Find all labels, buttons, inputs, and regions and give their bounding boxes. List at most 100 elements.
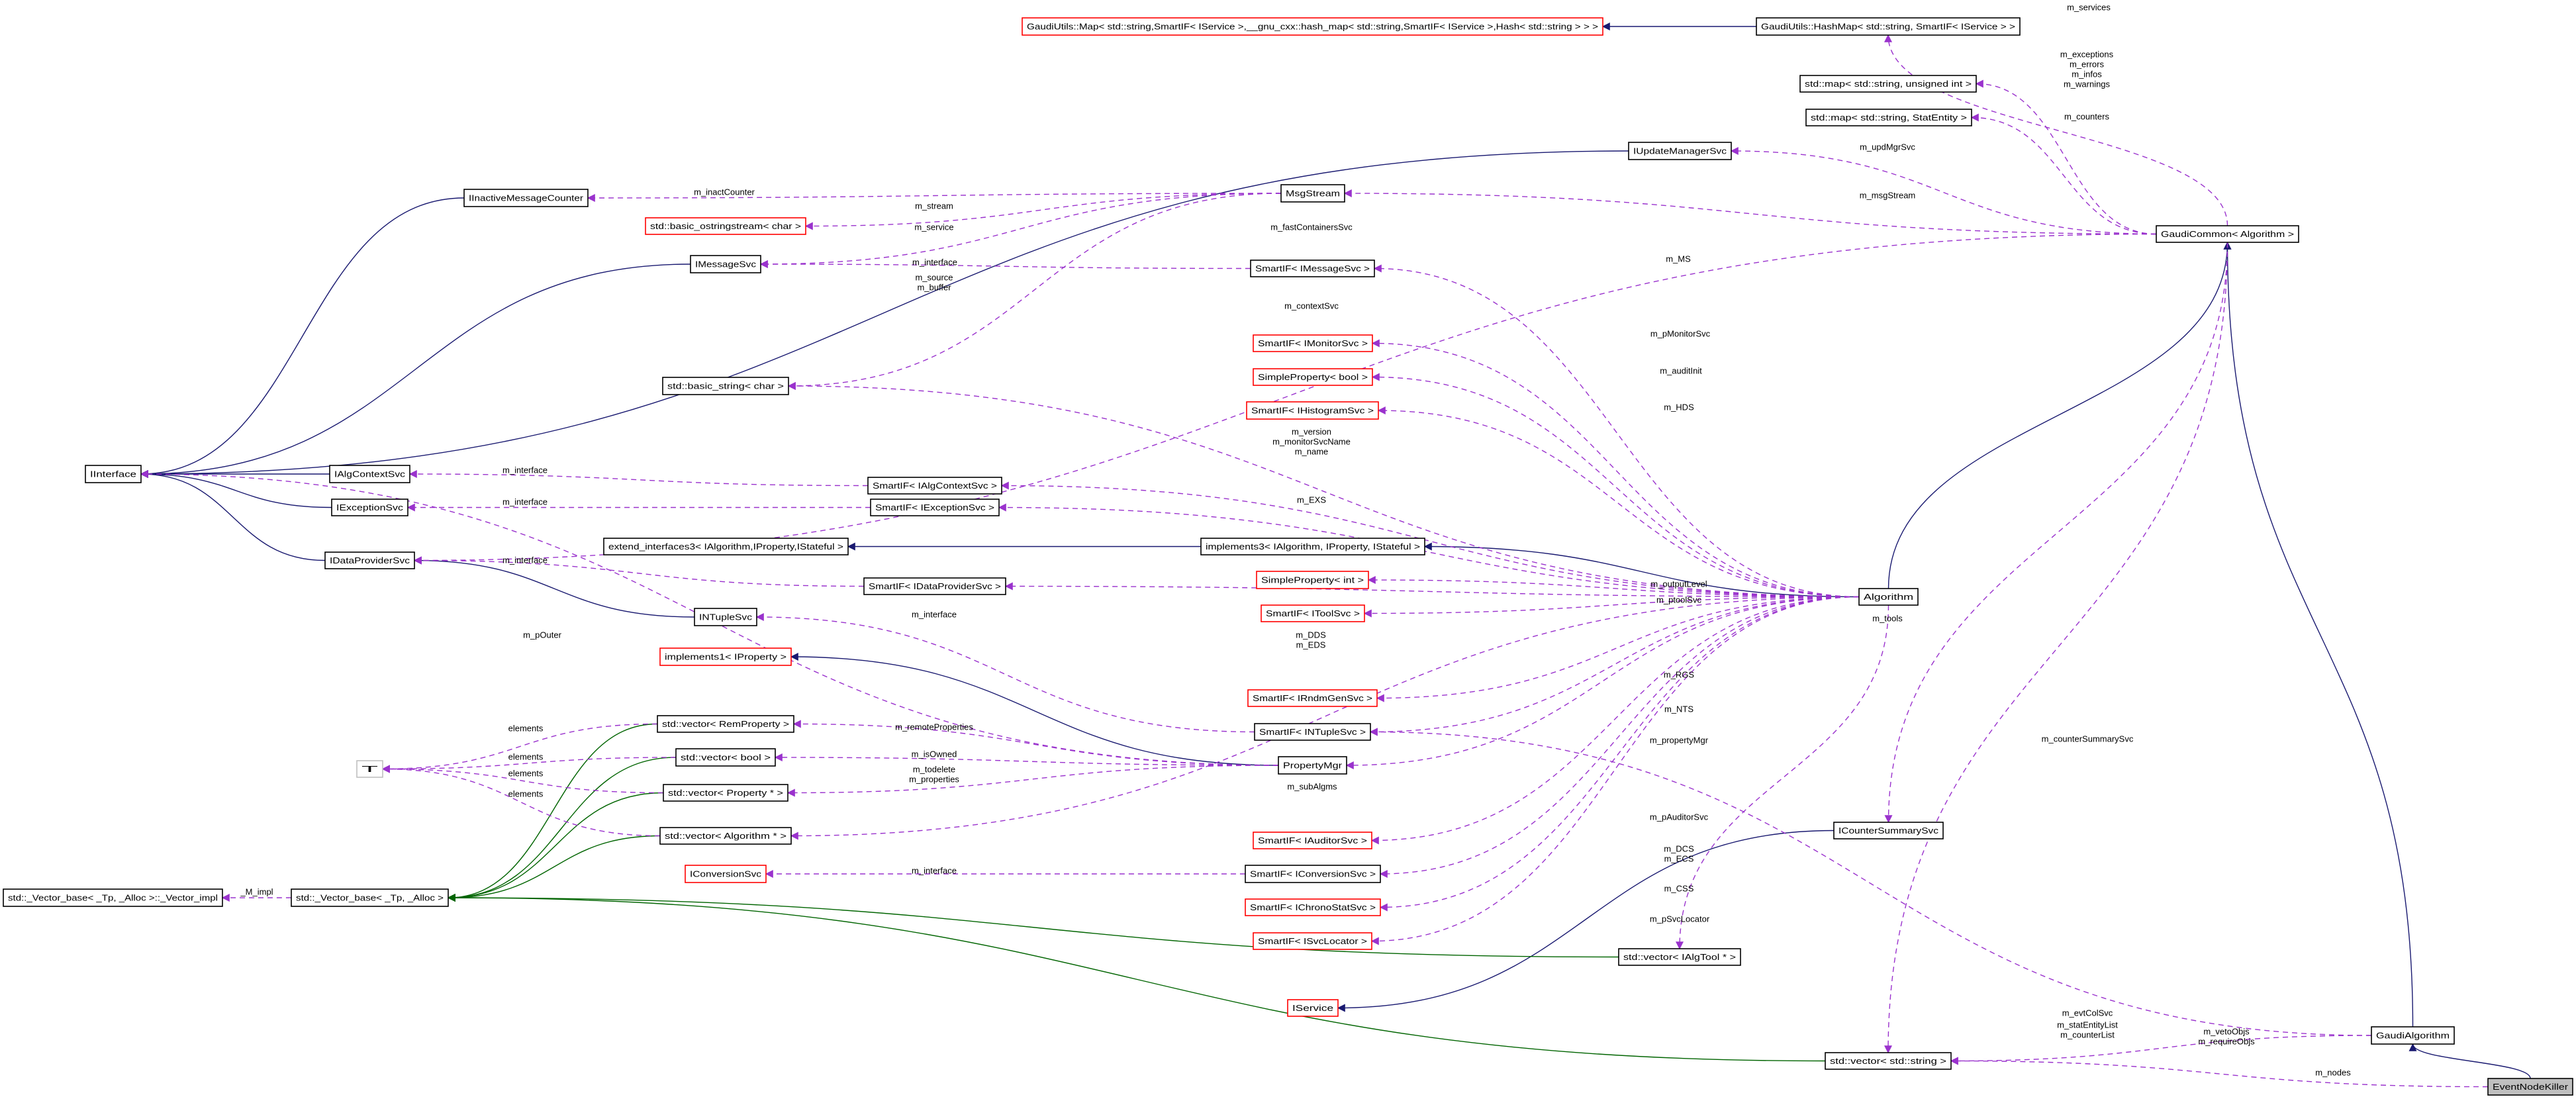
node-SIMsg[interactable]: SmartIF< IMessageSvc > [1250,260,1375,277]
node-IDPS[interactable]: IDataProviderSvc [324,551,415,569]
node-IMsg[interactable]: IMessageSvc [690,255,761,273]
usage-edge-GC-to-MsgStream [1343,189,2157,235]
node-SIMon[interactable]: SmartIF< IMonitorSvc > [1253,334,1373,352]
node-box [659,827,792,845]
edge-label: m_services [2067,2,2111,12]
node-vProp[interactable]: std::vector< Property * > [663,784,788,802]
node-INTuple[interactable]: INTupleSvc [694,608,757,626]
usage-edge-GC-to-mapSE [1970,113,2157,235]
node-vBool[interactable]: std::vector< bool > [675,748,776,767]
usage-edge-Alg-to-PropMgr [1345,596,1860,769]
node-Vbase[interactable]: std::_Vector_base< _Tp, _Alloc > [291,888,449,907]
node-label: std::map< std::string, unsigned int > [1805,79,1972,89]
node-box [1278,756,1347,775]
node-IACS[interactable]: IAlgContextSvc [329,465,410,483]
node-box [1254,723,1371,741]
edge-label: m_pSvcLocator [1650,914,1710,924]
node-impl1[interactable]: implements1< IProperty > [659,647,792,666]
node-IIMC[interactable]: IInactiveMessageCounter [463,189,589,207]
node-SIHist[interactable]: SmartIF< IHistogramSvc > [1246,401,1379,420]
node-SPbool[interactable]: SimpleProperty< bool > [1253,368,1373,386]
node-Vimpl[interactable]: std::_Vector_base< _Tp, _Alloc >::_Vecto… [3,888,223,907]
node-IUpd[interactable]: IUpdateManagerSvc [1628,142,1732,160]
node-ENK[interactable]: EventNodeKiller [2487,1078,2573,1096]
node-MsgStream[interactable]: MsgStream [1280,184,1345,203]
node-label: IDataProviderSvc [330,555,410,565]
node-IConv[interactable]: IConversionSvc [685,865,767,883]
node-box [1245,898,1381,916]
usage-edge-Alg-to-SITool [1363,596,1860,618]
node-SIDPS[interactable]: SmartIF< IDataProviderSvc > [863,577,1006,595]
node-SIConv[interactable]: SmartIF< IConversionSvc > [1245,865,1381,883]
node-label: std::vector< RemProperty > [662,719,789,729]
edge-label: m_remoteProperties [895,722,973,732]
inheritance-edge-vAlg-to-Vbase [447,835,661,902]
node-IExc[interactable]: IExceptionSvc [331,499,408,516]
node-box [863,577,1006,595]
node-vRem[interactable]: std::vector< RemProperty > [657,715,794,733]
node-Map[interactable]: GaudiUtils::Map< std::string,SmartIF< IS… [1022,17,1603,36]
node-bstr[interactable]: std::basic_string< char > [662,377,789,395]
node-mapUI[interactable]: std::map< std::string, unsigned int > [1799,75,1977,93]
node-label: SmartIF< IConversionSvc > [1250,869,1376,879]
edge-label: m_DCS [1664,843,1694,853]
node-ICSS[interactable]: ICounterSummarySvc [1833,822,1944,839]
node-SIAud[interactable]: SmartIF< IAuditorSvc > [1253,832,1372,849]
node-SISvcLoc[interactable]: SmartIF< ISvcLocator > [1253,932,1372,950]
node-impl3[interactable]: implements3< IAlgorithm, IProperty, ISta… [1200,538,1425,555]
edge-label: elements [508,788,544,798]
node-IService[interactable]: IService [1287,999,1339,1017]
edge-label: m_pOuter [523,630,561,640]
node-SPint[interactable]: SimpleProperty< int > [1256,571,1369,589]
edge-label: m_version [1292,426,1331,436]
node-box [3,888,223,907]
node-T[interactable]: T [356,760,383,778]
node-SIChrono[interactable]: SmartIF< IChronoStatSvc > [1245,898,1381,916]
node-box [291,888,449,907]
node-label: IService [1292,1003,1333,1013]
node-box [1280,184,1345,203]
edge-label: m_fastContainersSvc [1270,222,1353,232]
node-SIRndm[interactable]: SmartIF< IRndmGenSvc > [1247,689,1378,707]
node-box [685,865,767,883]
inheritance-edge-ICSS-to-IService [1337,830,1835,1012]
edge-label: m_warnings [2064,79,2111,89]
edge-label: m_DDS [1296,630,1326,640]
edge-label: m_RGS [1664,669,1695,679]
node-vTool[interactable]: std::vector< IAlgTool * > [1618,948,1741,966]
node-GA[interactable]: GaudiAlgorithm [2371,1026,2455,1045]
usage-edge-Alg-to-SPint [1367,576,1860,598]
node-SIACS[interactable]: SmartIF< IAlgContextSvc > [867,477,1002,495]
inheritance-edge-Alg-to-impl3 [1423,542,1860,598]
node-ostr[interactable]: std::basic_ostringstream< char > [645,217,806,235]
node-SINTuple[interactable]: SmartIF< INTupleSvc > [1254,723,1371,741]
edge-label: m_interface [502,497,548,506]
node-label: SmartIF< IMessageSvc > [1255,263,1370,273]
usage-edge-SIACS-to-IACS [408,470,869,487]
node-vStr[interactable]: std::vector< std::string > [1825,1052,1952,1070]
node-PropMgr[interactable]: PropertyMgr [1278,756,1347,775]
node-SIExc[interactable]: SmartIF< IExceptionSvc > [870,499,1000,516]
node-box [657,715,794,733]
node-label: std::_Vector_base< _Tp, _Alloc >::_Vecto… [8,892,218,902]
node-label: implements3< IAlgorithm, IProperty, ISta… [1206,542,1420,551]
node-box [324,551,415,569]
node-box [1805,109,1972,126]
node-IInterface[interactable]: IInterface [85,465,142,483]
node-box [1200,538,1425,555]
node-GC[interactable]: GaudiCommon< Algorithm > [2156,225,2299,243]
usage-edge-MsgStream-to-bstr [787,193,1282,390]
node-label: IInterface [90,469,136,479]
node-label: SmartIF< IAuditorSvc > [1258,836,1367,845]
node-ext3[interactable]: extend_interfaces3< IAlgorithm,IProperty… [603,538,849,555]
node-HashMap[interactable]: GaudiUtils::HashMap< std::string, SmartI… [1756,17,2021,36]
node-mapSE[interactable]: std::map< std::string, StatEntity > [1805,109,1972,126]
node-SITool[interactable]: SmartIF< IToolSvc > [1261,604,1365,622]
edge-label: m_subAlgms [1287,781,1337,791]
node-box [1858,588,1919,606]
inheritance-edge-IDPS-to-IInterface [140,470,326,561]
node-box [1245,865,1381,883]
node-label: IAlgContextSvc [334,469,406,479]
node-vAlg[interactable]: std::vector< Algorithm * > [659,827,792,845]
node-Alg[interactable]: Algorithm [1858,588,1919,606]
